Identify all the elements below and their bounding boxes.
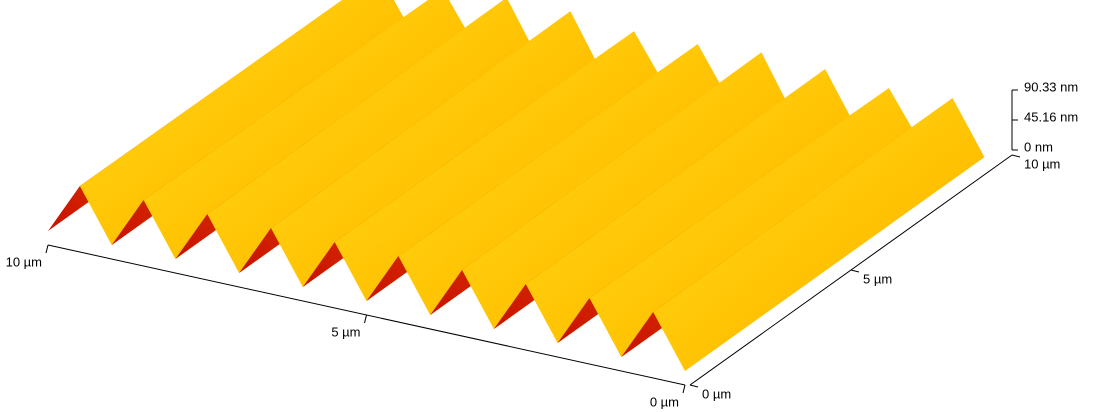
ridge-lit-face (207, 0, 539, 273)
x-tick-label: 0 µm (650, 394, 679, 409)
ridge-lit-face (653, 98, 985, 371)
y-tick-label: 10 µm (1024, 156, 1060, 171)
x-tick-label: 10 µm (6, 254, 42, 269)
ridge-lit-face (398, 44, 730, 316)
z-tick-label: 0 nm (1024, 139, 1053, 154)
y-tick (689, 384, 699, 388)
y-tick-label: 0 µm (702, 386, 731, 401)
ridge-lit-face (462, 52, 794, 330)
ridge-lit-face (525, 69, 858, 344)
surface (48, 0, 985, 371)
x-tick-label: 5 µm (331, 324, 360, 339)
z-tick-label: 45.16 nm (1024, 109, 1078, 124)
y-tick-label: 5 µm (863, 271, 892, 286)
ridge-lit-face (79, 0, 412, 245)
y-tick (1011, 154, 1021, 158)
z-tick-label: 90.33 nm (1024, 79, 1078, 94)
ridge-lit-face (589, 88, 921, 358)
x-tick (682, 384, 686, 394)
ridge-lit-face (270, 11, 603, 287)
x-tick (364, 314, 367, 324)
ridge-lit-face (143, 0, 475, 259)
ridge-lit-face (334, 31, 666, 302)
y-tick (850, 269, 860, 273)
x-tick (45, 244, 49, 254)
